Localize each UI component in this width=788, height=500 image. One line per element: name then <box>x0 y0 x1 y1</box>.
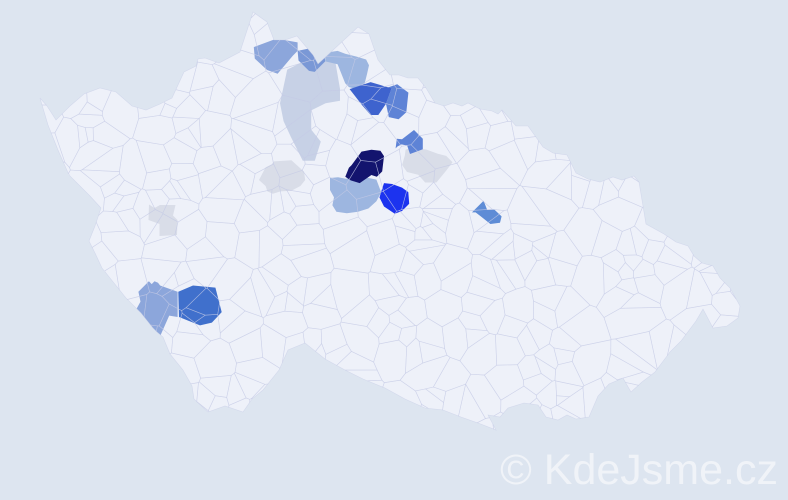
svg-text:© KdeJsme.cz: © KdeJsme.cz <box>500 446 778 494</box>
